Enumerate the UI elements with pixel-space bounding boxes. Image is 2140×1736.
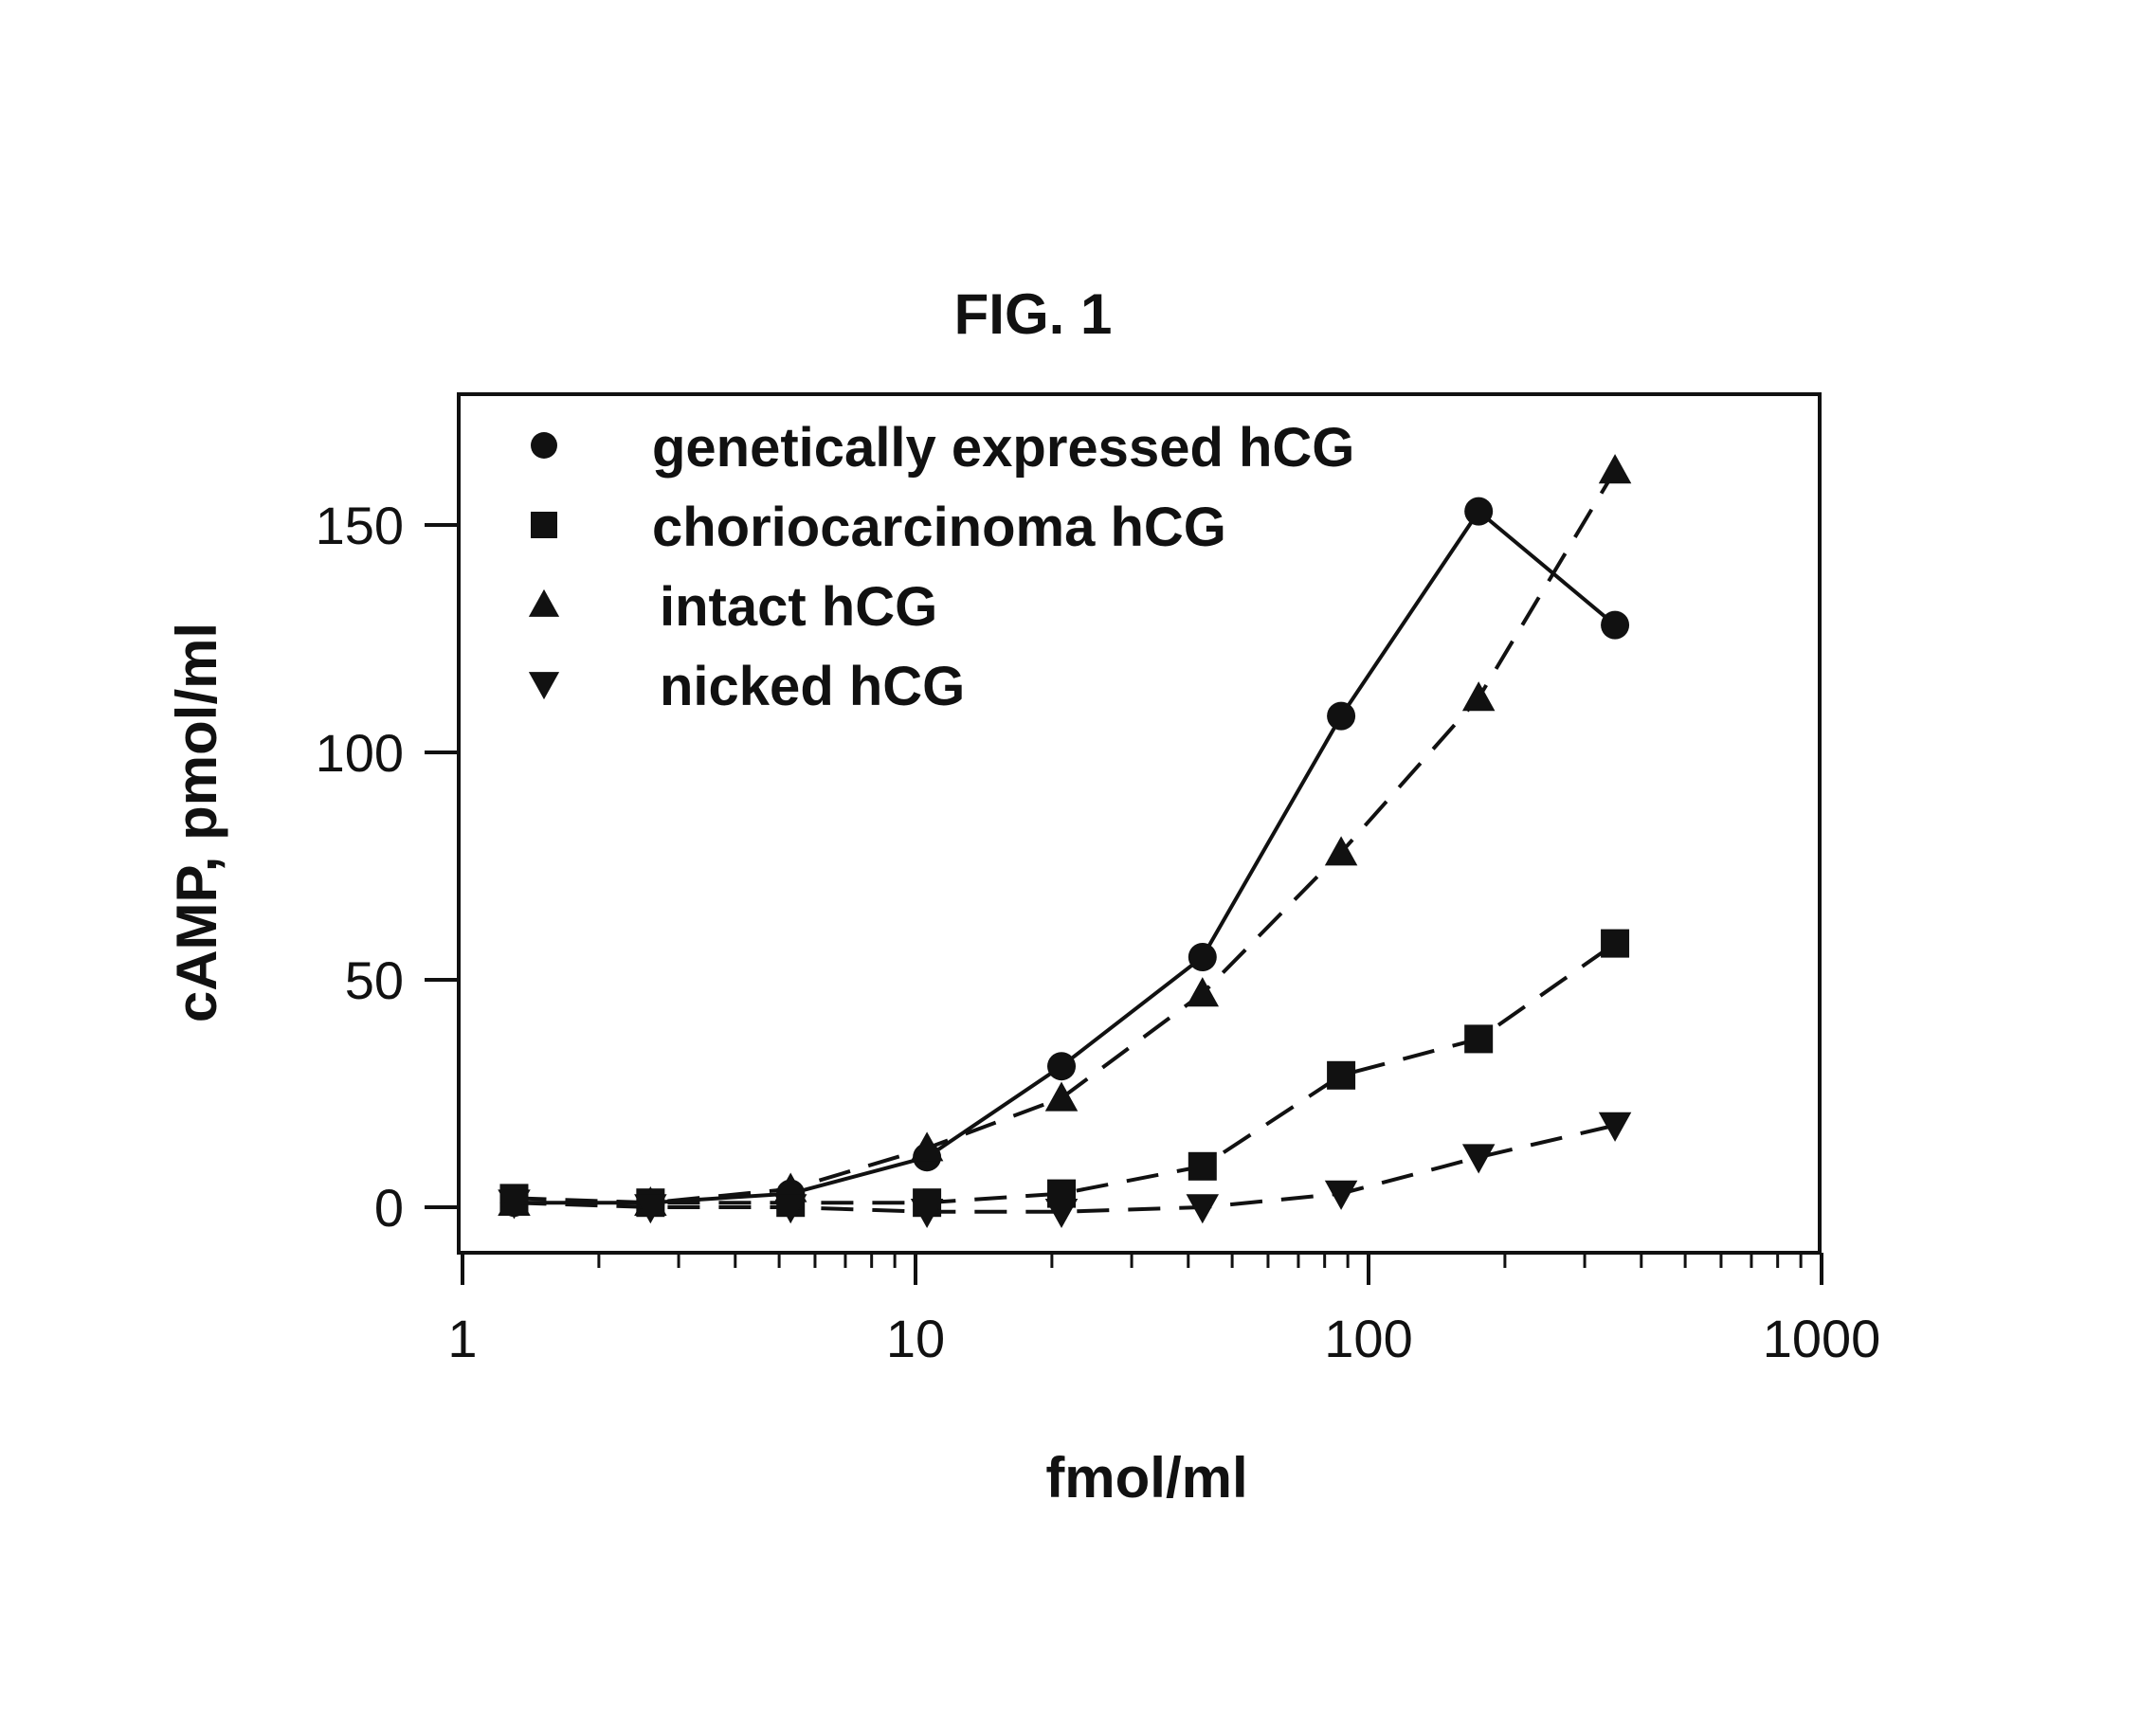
- series-nicked-hcg: [498, 1112, 1631, 1228]
- x-tick-label: 10: [886, 1309, 945, 1368]
- data-point: [1464, 497, 1493, 526]
- x-tick-label: 1: [447, 1309, 477, 1368]
- data-point: [1462, 681, 1496, 711]
- legend-label: nicked hCG: [660, 656, 965, 717]
- legend-entry: intact hCG: [529, 576, 937, 638]
- legend-label: choriocarcinoma hCG: [652, 497, 1226, 558]
- data-point: [1599, 454, 1632, 483]
- data-point: [1601, 611, 1629, 640]
- data-point: [1464, 1024, 1493, 1053]
- data-point: [1325, 1181, 1358, 1210]
- legend-entry: choriocarcinoma hCG: [531, 497, 1226, 558]
- y-tick-label: 150: [316, 496, 404, 555]
- x-axis-title: fmol/ml: [1045, 1446, 1247, 1510]
- legend-marker: [531, 512, 557, 538]
- data-point: [1601, 930, 1629, 958]
- data-point: [1047, 1052, 1076, 1080]
- legend-marker: [529, 672, 559, 699]
- y-axis-title: cAMP, pmol/ml: [165, 623, 228, 1022]
- data-point: [1188, 1152, 1217, 1181]
- y-tick-label: 50: [345, 950, 404, 1010]
- data-point: [1045, 1082, 1079, 1112]
- chart-title: FIG. 1: [954, 282, 1113, 346]
- y-tick-label: 100: [316, 723, 404, 783]
- y-tick-label: 0: [374, 1178, 404, 1238]
- legend-label: genetically expressed hCG: [652, 417, 1354, 479]
- legend-marker: [529, 589, 559, 617]
- data-point: [1187, 977, 1220, 1006]
- y-axis: 0 50 100 150: [316, 496, 459, 1238]
- series-layer: [498, 454, 1631, 1228]
- x-tick-label: 100: [1324, 1309, 1412, 1368]
- data-point: [1327, 702, 1355, 731]
- x-tick-label: 1000: [1763, 1309, 1881, 1368]
- legend: genetically expressed hCG choriocarcinoma…: [529, 417, 1355, 717]
- x-axis: 1 10 100 1000: [447, 1253, 1880, 1368]
- legend-entry: nicked hCG: [529, 656, 965, 717]
- legend-entry: genetically expressed hCG: [531, 417, 1354, 479]
- data-point: [1188, 943, 1217, 971]
- data-point: [911, 1131, 944, 1161]
- data-point: [1462, 1144, 1496, 1173]
- data-point: [1327, 1061, 1355, 1090]
- legend-marker: [531, 432, 557, 459]
- series-intact-hcg: [498, 454, 1631, 1216]
- legend-label: intact hCG: [660, 576, 937, 638]
